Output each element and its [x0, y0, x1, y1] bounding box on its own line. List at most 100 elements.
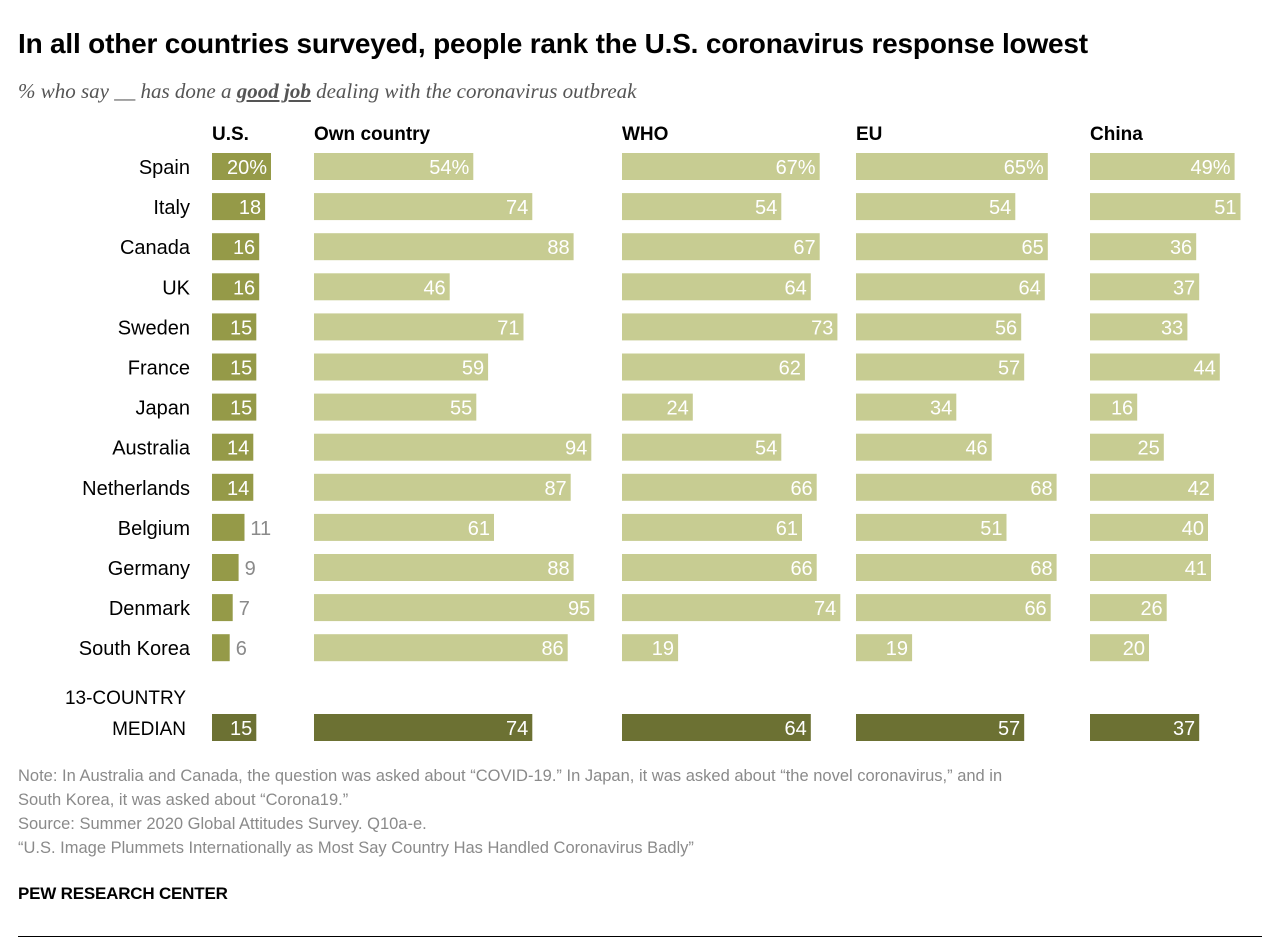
bar-chart: U.S. Own country WHO EU China Spain Italy Canad…: [65, 124, 1241, 741]
who-median-value-label: 64: [785, 718, 807, 740]
note-line-1: Note: In Australia and Canada, the quest…: [18, 767, 1003, 785]
china-belgium-bar: [1090, 513, 1208, 541]
china-canada-bar: [1090, 233, 1197, 261]
china-italy-value-label: 51: [1214, 197, 1236, 219]
china-belgium-value-label: 40: [1182, 518, 1204, 540]
u-s-japan-bar: [212, 393, 257, 421]
eu-japan-bar: [856, 393, 957, 421]
china-spain-value-label: 49%: [1190, 157, 1230, 179]
eu-median-bar: [856, 714, 1025, 741]
eu-australia-value-label: 46: [965, 438, 987, 460]
own-country-south-korea-value-label: 86: [541, 638, 563, 660]
own-country-south-korea-bar: [314, 634, 568, 662]
who-germany-value-label: 66: [790, 558, 812, 580]
who-south-korea-bar: [622, 634, 679, 662]
own-country-japan-bar: [314, 393, 477, 421]
own-country-netherlands-value-label: 87: [544, 478, 566, 500]
china-japan-bar: [1090, 393, 1138, 421]
own-country-spain-bar: [314, 153, 474, 180]
who-belgium-bar: [622, 513, 802, 541]
who-median-bar: [622, 714, 811, 741]
eu-uk-bar: [856, 273, 1045, 301]
who-france-bar: [622, 353, 805, 381]
who-sweden-value-label: 73: [811, 317, 833, 339]
eu-spain-bar: [856, 153, 1048, 180]
notes: Note: In Australia and Canada, the quest…: [18, 764, 1002, 860]
brand-label: PEW RESEARCH CENTER: [18, 884, 228, 903]
china-south-korea-bar: [1090, 634, 1149, 662]
own-country-japan-value-label: 55: [450, 398, 472, 420]
u-s-sweden-value-label: 15: [230, 317, 252, 339]
panel-header-eu: EU: [856, 124, 882, 145]
eu-denmark-bar: [856, 594, 1051, 622]
country-label-canada: Canada: [120, 237, 191, 259]
china-uk-value-label: 37: [1173, 277, 1195, 299]
china-japan-value-label: 16: [1111, 398, 1133, 420]
u-s-canada-value-label: 16: [233, 237, 255, 259]
country-label-denmark: Denmark: [109, 598, 191, 620]
own-country-belgium-bar: [314, 513, 494, 541]
eu-canada-value-label: 65: [1022, 237, 1044, 259]
china-australia-bar: [1090, 433, 1164, 461]
eu-japan-value-label: 34: [930, 398, 952, 420]
u-s-germany-bar: [212, 554, 239, 581]
u-s-belgium-bar: [212, 513, 245, 541]
eu-denmark-value-label: 66: [1024, 598, 1046, 620]
china-spain-bar: [1090, 153, 1235, 180]
subtitle-after: dealing with the coronavirus outbreak: [310, 79, 637, 103]
u-s-france-bar: [212, 353, 257, 381]
chart-title: In all other countries surveyed, people …: [18, 28, 1088, 59]
own-country-italy-bar: [314, 193, 533, 221]
u-s-australia-bar: [212, 433, 254, 461]
china-denmark-value-label: 26: [1140, 598, 1162, 620]
china-germany-bar: [1090, 554, 1211, 581]
u-s-japan-value-label: 15: [230, 398, 252, 420]
who-denmark-value-label: 74: [814, 598, 836, 620]
china-median-bar: [1090, 714, 1200, 741]
own-country-italy-value-label: 74: [506, 197, 528, 219]
who-canada-bar: [622, 233, 820, 261]
who-france-value-label: 62: [779, 358, 801, 380]
own-country-denmark-bar: [314, 594, 595, 622]
who-sweden-bar: [622, 313, 838, 341]
country-label-france: France: [128, 358, 190, 380]
china-netherlands-bar: [1090, 473, 1214, 501]
who-uk-bar: [622, 273, 811, 301]
eu-belgium-bar: [856, 513, 1007, 541]
eu-italy-bar: [856, 193, 1016, 221]
u-s-south-korea-bar: [212, 634, 230, 662]
u-s-netherlands-bar: [212, 473, 254, 501]
china-uk-bar: [1090, 273, 1200, 301]
eu-sweden-bar: [856, 313, 1022, 341]
own-country-australia-bar: [314, 433, 592, 461]
eu-germany-bar: [856, 554, 1057, 581]
report-line: “U.S. Image Plummets Internationally as …: [18, 839, 694, 857]
who-netherlands-value-label: 66: [790, 478, 812, 500]
who-japan-value-label: 24: [667, 398, 689, 420]
country-label-japan: Japan: [136, 398, 191, 420]
own-country-canada-bar: [314, 233, 574, 261]
subtitle-before: % who say __ has done a: [18, 79, 237, 103]
eu-netherlands-value-label: 68: [1030, 478, 1052, 500]
own-country-netherlands-bar: [314, 473, 571, 501]
country-label-belgium: Belgium: [118, 518, 190, 540]
own-country-sweden-bar: [314, 313, 524, 341]
country-label-germany: Germany: [108, 558, 190, 580]
u-s-uk-value-label: 16: [233, 277, 255, 299]
who-japan-bar: [622, 393, 693, 421]
own-country-australia-value-label: 94: [565, 438, 587, 460]
footer-rule: [18, 936, 1262, 937]
country-label-south-korea: South Korea: [79, 638, 191, 660]
own-country-france-value-label: 59: [462, 358, 484, 380]
u-s-germany-value-label: 9: [245, 558, 256, 580]
eu-italy-value-label: 54: [989, 197, 1011, 219]
u-s-median-bar: [212, 714, 257, 741]
china-netherlands-value-label: 42: [1188, 478, 1210, 500]
note-line-2: South Korea, it was asked about “Corona1…: [18, 791, 349, 809]
own-country-uk-bar: [314, 273, 450, 301]
panel-header-u-s: U.S.: [212, 124, 249, 145]
u-s-denmark-bar: [212, 594, 233, 622]
eu-canada-bar: [856, 233, 1048, 261]
u-s-denmark-value-label: 7: [239, 598, 250, 620]
who-spain-value-label: 67%: [776, 157, 816, 179]
